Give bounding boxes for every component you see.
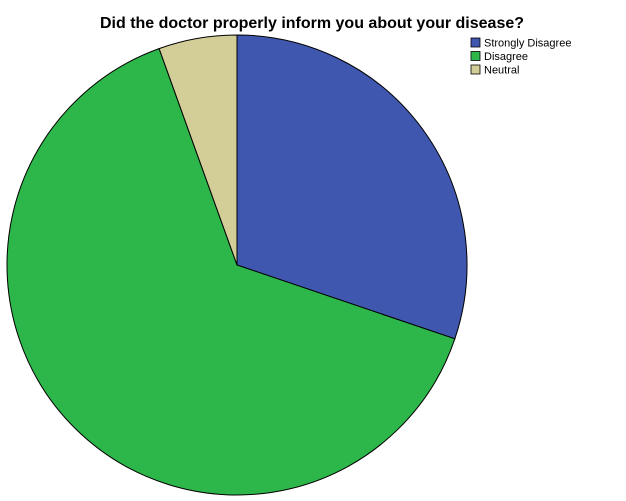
pie-slices [6, 34, 468, 496]
legend-label-neutral: Neutral [484, 65, 519, 77]
pie-slice-strongly-disagree [236, 34, 468, 340]
legend-swatch-disagree [470, 51, 481, 61]
legend-label-strongly-disagree: Strongly Disagree [484, 38, 571, 50]
legend-swatch-neutral [470, 64, 481, 75]
pie-slice-neutral [158, 34, 238, 266]
chart-title: Did the doctor properly inform you about… [100, 15, 524, 32]
pie-slice-disagree [6, 47, 456, 496]
legend-swatch-strongly-disagree [470, 37, 481, 48]
legend-label-disagree: Disagree [484, 51, 528, 63]
